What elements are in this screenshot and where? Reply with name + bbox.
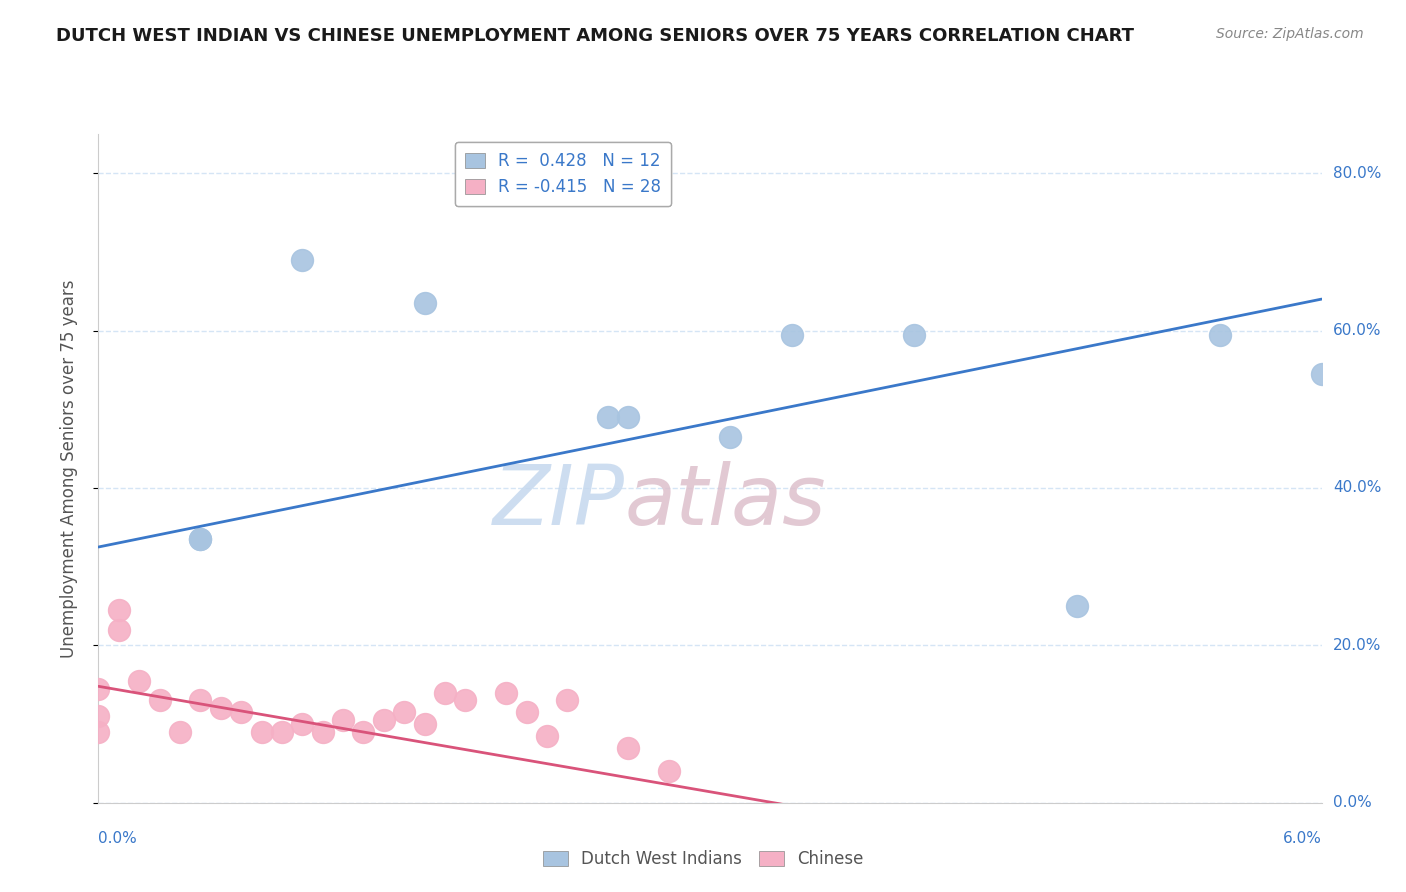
Legend: Dutch West Indians, Chinese: Dutch West Indians, Chinese bbox=[536, 844, 870, 875]
Point bbox=[617, 410, 640, 425]
Point bbox=[413, 296, 436, 310]
Point bbox=[231, 706, 253, 720]
Legend: R =  0.428   N = 12, R = -0.415   N = 28: R = 0.428 N = 12, R = -0.415 N = 28 bbox=[456, 142, 672, 206]
Point bbox=[209, 701, 232, 715]
Point bbox=[169, 725, 191, 739]
Point bbox=[332, 713, 354, 727]
Point bbox=[516, 706, 538, 720]
Text: 60.0%: 60.0% bbox=[1333, 323, 1381, 338]
Point bbox=[291, 717, 314, 731]
Point bbox=[352, 725, 374, 739]
Text: atlas: atlas bbox=[624, 461, 827, 542]
Text: 6.0%: 6.0% bbox=[1282, 830, 1322, 846]
Text: 0.0%: 0.0% bbox=[1333, 796, 1371, 810]
Point bbox=[311, 725, 335, 739]
Point bbox=[1310, 367, 1333, 381]
Point bbox=[149, 693, 172, 707]
Point bbox=[128, 673, 150, 688]
Point bbox=[87, 681, 110, 696]
Y-axis label: Unemployment Among Seniors over 75 years: Unemployment Among Seniors over 75 years bbox=[59, 279, 77, 657]
Point bbox=[1066, 599, 1088, 613]
Text: 20.0%: 20.0% bbox=[1333, 638, 1381, 653]
Point bbox=[250, 725, 273, 739]
Point bbox=[373, 713, 395, 727]
Text: 80.0%: 80.0% bbox=[1333, 166, 1381, 181]
Point bbox=[433, 685, 456, 699]
Point bbox=[108, 603, 131, 617]
Point bbox=[188, 532, 212, 546]
Point bbox=[658, 764, 681, 779]
Point bbox=[718, 430, 742, 444]
Point bbox=[392, 706, 416, 720]
Point bbox=[454, 693, 477, 707]
Point bbox=[108, 623, 131, 637]
Text: 0.0%: 0.0% bbox=[98, 830, 138, 846]
Point bbox=[413, 717, 436, 731]
Point bbox=[780, 327, 803, 342]
Point bbox=[617, 740, 640, 755]
Point bbox=[555, 693, 579, 707]
Point bbox=[495, 685, 517, 699]
Point bbox=[598, 410, 620, 425]
Point bbox=[87, 725, 110, 739]
Text: Source: ZipAtlas.com: Source: ZipAtlas.com bbox=[1216, 27, 1364, 41]
Text: ZIP: ZIP bbox=[492, 461, 624, 542]
Text: DUTCH WEST INDIAN VS CHINESE UNEMPLOYMENT AMONG SENIORS OVER 75 YEARS CORRELATIO: DUTCH WEST INDIAN VS CHINESE UNEMPLOYMEN… bbox=[56, 27, 1135, 45]
Point bbox=[1208, 327, 1232, 342]
Point bbox=[188, 532, 212, 546]
Point bbox=[903, 327, 925, 342]
Point bbox=[291, 252, 314, 267]
Point bbox=[536, 729, 558, 743]
Point bbox=[87, 709, 110, 723]
Point bbox=[188, 693, 212, 707]
Text: 40.0%: 40.0% bbox=[1333, 481, 1381, 495]
Point bbox=[270, 725, 292, 739]
